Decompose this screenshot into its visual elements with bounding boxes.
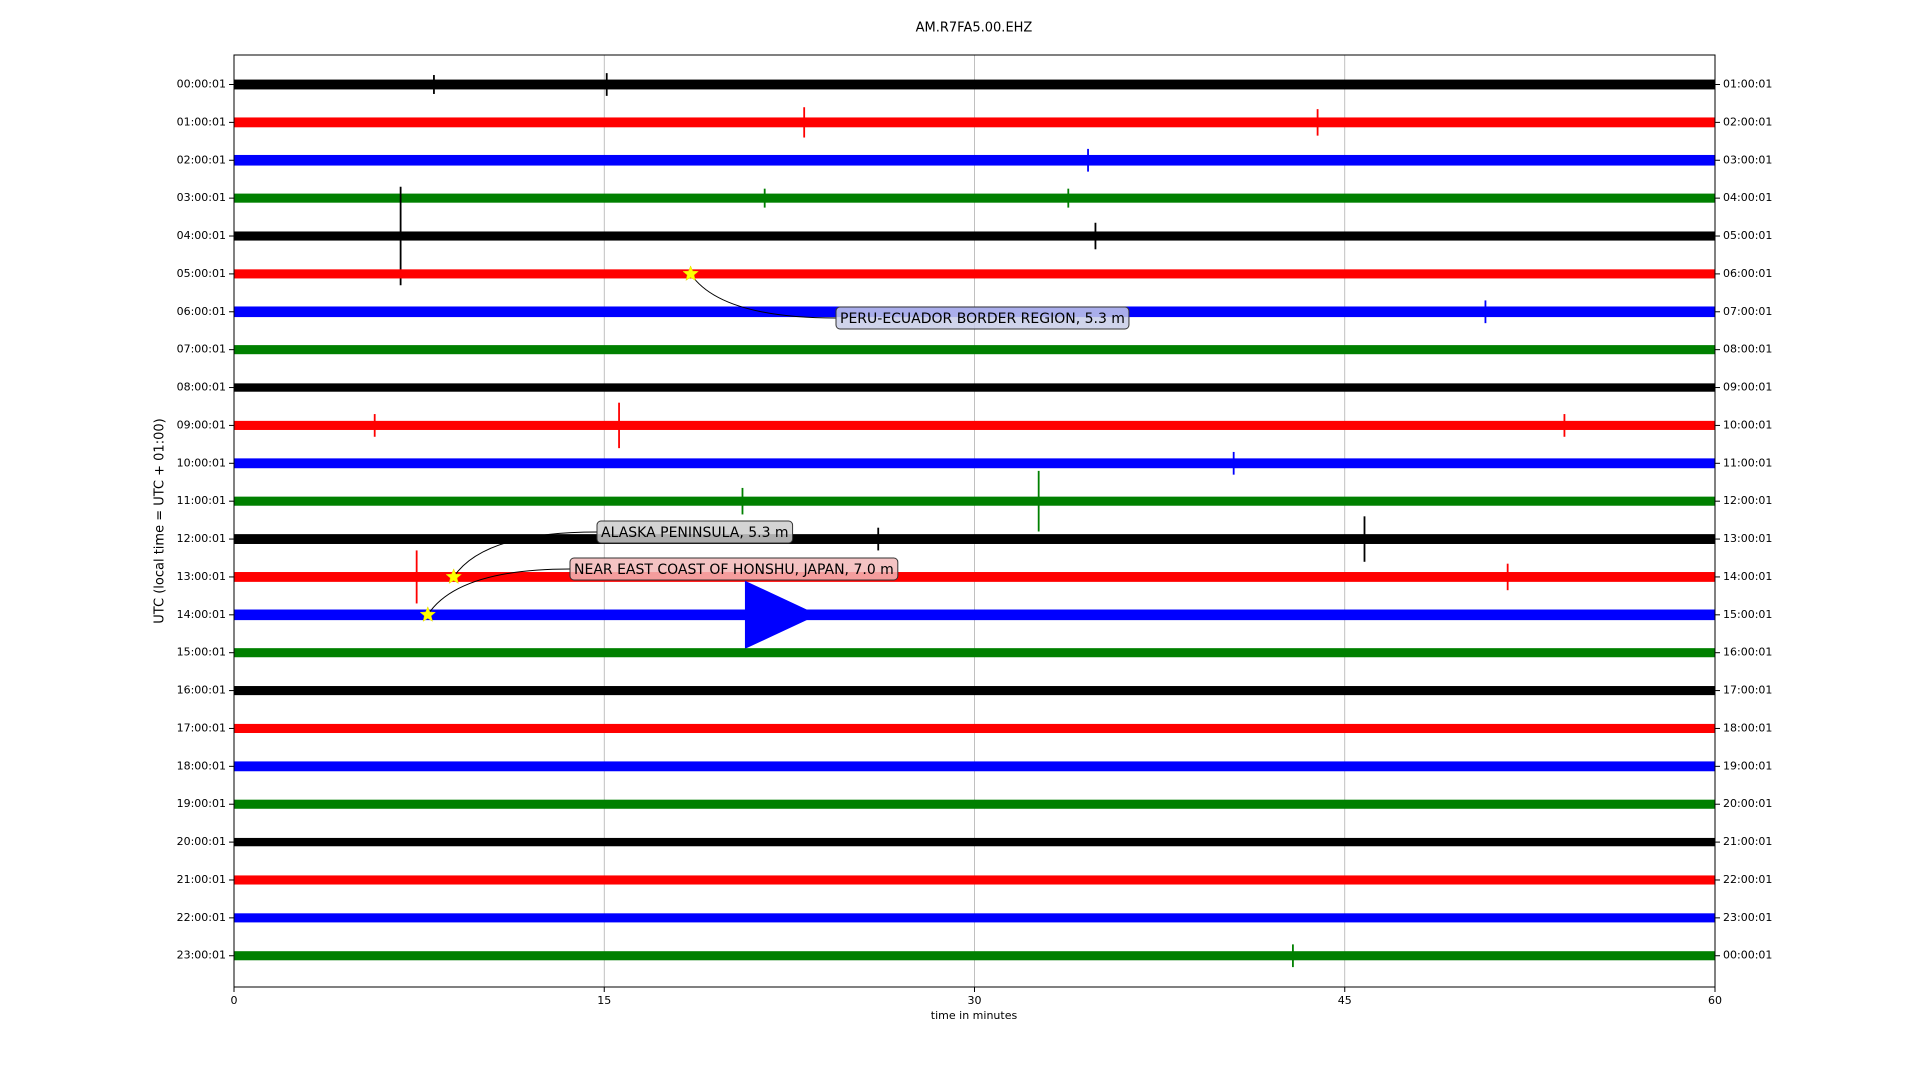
x-tick-label: 60 [1708,994,1722,1007]
plot-area: 0 15 30 45 60 00:00:01 01:00:01 01:00:01 02:00:0… [177,55,1772,1007]
y-tick-label: 05:00:01 [177,267,226,280]
y-tick-label: 03:00:01 [177,191,226,204]
annotation-arrow [690,273,837,319]
y2-tick-label: 14:00:01 [1723,570,1772,583]
y2-tick-label: 13:00:01 [1723,532,1772,545]
trace [234,496,1715,506]
y-tick-label: 12:00:01 [177,532,226,545]
y-tick-label: 00:00:01 [177,78,226,91]
y-tick-label: 17:00:01 [177,721,226,734]
y2-tick-label: 22:00:01 [1723,873,1772,886]
trace [234,723,1715,734]
trace [234,761,1715,772]
event-coda [744,580,807,649]
y2-tick-label: 20:00:01 [1723,797,1772,810]
annotation-arrow [453,531,598,578]
y2-tick-label: 12:00:01 [1723,494,1772,507]
annotation-box [569,557,899,581]
y2-tick-label: 15:00:01 [1723,608,1772,621]
annotation-label: ALASKA PENINSULA, 5.3 m [601,525,789,541]
y-tick-label: 15:00:01 [177,646,226,659]
plot-frame [233,54,1716,988]
trace [234,231,1715,241]
y-tick-label: 08:00:01 [177,381,226,394]
x-tick-label: 15 [597,994,611,1007]
trace [234,345,1715,355]
trace [234,951,1715,961]
trace [234,269,1715,279]
event-star [682,265,699,281]
trace [234,383,1715,392]
y2-tick-label: 06:00:01 [1723,267,1772,280]
y-tick-label: 22:00:01 [177,911,226,924]
annotation-box [596,520,794,544]
y-tick-label: 07:00:01 [177,343,226,356]
trace [234,117,1715,128]
event-star [445,568,462,584]
chart-title: AM.R7FA5.00.EHZ [916,21,1033,36]
y-tick-label: 09:00:01 [177,418,226,431]
y2-tick-label: 17:00:01 [1723,684,1772,697]
y2-tick-label: 09:00:01 [1723,381,1772,394]
y-axis-label: UTC (local time = UTC + 01:00) [153,418,168,623]
y-tick-label: 19:00:01 [177,797,226,810]
y-tick-label: 20:00:01 [177,835,226,848]
y-tick-label: 04:00:01 [177,229,226,242]
y2-tick-label: 11:00:01 [1723,456,1772,469]
y2-tick-label: 07:00:01 [1723,305,1772,318]
annotation-arrow [427,568,571,616]
trace [234,648,1715,658]
trace [234,154,1715,166]
y2-tick-label: 00:00:01 [1723,949,1772,962]
x-axis-label: time in minutes [931,1009,1018,1022]
trace [234,534,1715,544]
trace [234,837,1715,847]
y2-tick-label: 18:00:01 [1723,721,1772,734]
trace [234,193,1715,203]
x-tick-label: 0 [231,994,238,1007]
annotation-label: NEAR EAST COAST OF HONSHU, JAPAN, 7.0 m [574,562,894,578]
y2-tick-label: 02:00:01 [1723,115,1772,128]
trace [234,420,1715,430]
y2-tick-label: 01:00:01 [1723,78,1772,91]
y-tick-label: 16:00:01 [177,684,226,697]
x-tick-label: 45 [1338,994,1352,1007]
y2-tick-label: 04:00:01 [1723,191,1772,204]
trace [234,572,1715,582]
y-tick-label: 06:00:01 [177,305,226,318]
y2-tick-label: 10:00:01 [1723,418,1772,431]
trace [234,913,1715,923]
y-tick-label: 01:00:01 [177,115,226,128]
y2-tick-label: 16:00:01 [1723,646,1772,659]
y2-tick-label: 08:00:01 [1723,343,1772,356]
y2-tick-label: 19:00:01 [1723,759,1772,772]
annotation-box [835,306,1130,330]
trace [234,799,1715,809]
y2-tick-label: 05:00:01 [1723,229,1772,242]
trace [234,458,1715,469]
y-tick-label: 11:00:01 [177,494,226,507]
trace [234,686,1715,696]
y-tick-label: 10:00:01 [177,456,226,469]
trace [234,609,1715,621]
trace [234,875,1715,885]
x-tick-label: 30 [968,994,982,1007]
y-tick-label: 21:00:01 [177,873,226,886]
y2-tick-label: 23:00:01 [1723,911,1772,924]
y-tick-label: 14:00:01 [177,608,226,621]
y2-tick-label: 21:00:01 [1723,835,1772,848]
y-tick-label: 13:00:01 [177,570,226,583]
y-tick-label: 18:00:01 [177,759,226,772]
trace [234,79,1715,90]
event-star [419,606,437,622]
annotation-label: PERU-ECUADOR BORDER REGION, 5.3 m [840,311,1125,327]
y-tick-label: 23:00:01 [177,949,226,962]
y2-tick-label: 03:00:01 [1723,153,1772,166]
y-tick-label: 02:00:01 [177,153,226,166]
